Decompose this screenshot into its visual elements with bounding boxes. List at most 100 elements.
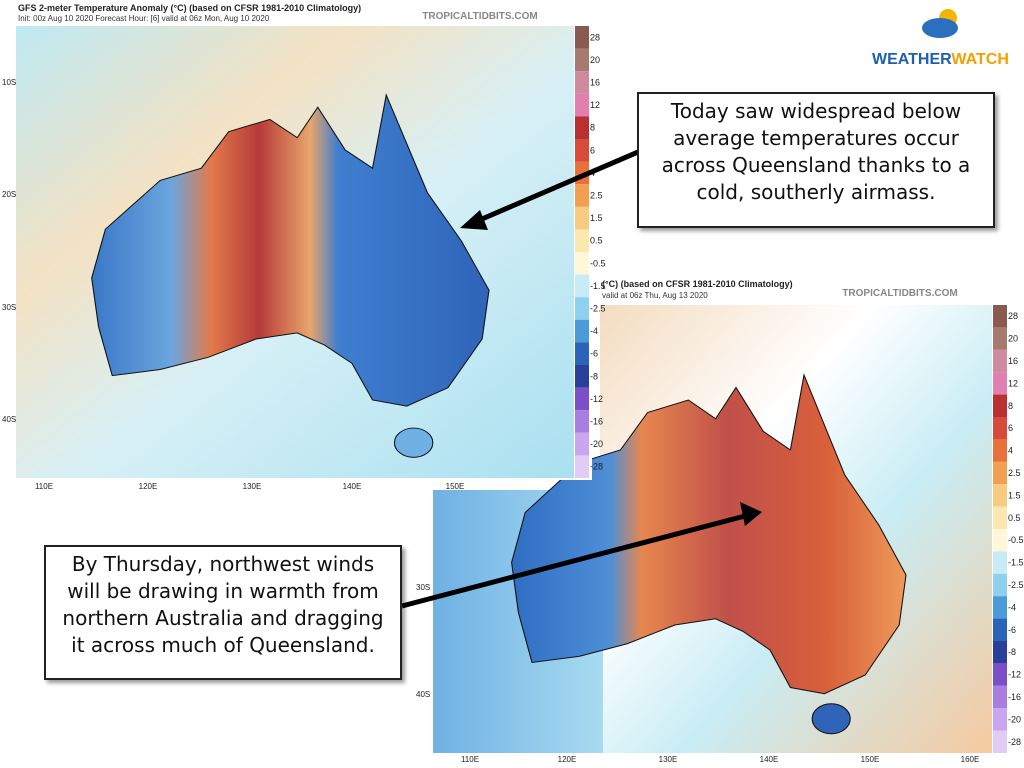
colorbar-label: 8: [590, 123, 595, 133]
colorbar-swatch: [575, 387, 589, 411]
colorbar-label: -12: [590, 394, 603, 404]
map-subtitle: valid at 06z Thu, Aug 13 2020: [602, 291, 708, 300]
colorbar-swatch: [993, 349, 1007, 373]
colorbar-label: -28: [1008, 737, 1021, 747]
colorbar-label: 16: [590, 78, 600, 88]
lon-label: 140E: [343, 482, 362, 491]
lon-label: 150E: [446, 482, 465, 491]
colorbar-swatch: [993, 305, 1007, 328]
callout-line: northern Australia and dragging: [62, 606, 384, 630]
colorbar-swatch: [575, 229, 589, 252]
colorbar-swatch: [575, 26, 589, 49]
colorbar-swatch: [575, 319, 589, 343]
colorbar-label: 28: [590, 32, 600, 42]
colorbar-swatch: [993, 641, 1007, 664]
colorbar-swatch: [575, 116, 589, 139]
colorbar-swatch: [575, 342, 589, 365]
colorbar-swatch: [575, 48, 589, 72]
colorbar-label: 20: [590, 55, 600, 65]
colorbar-swatch: [993, 417, 1007, 440]
colorbar-label: -1.5: [1008, 558, 1024, 568]
colorbar-swatch: [575, 297, 589, 320]
lon-label: 120E: [139, 482, 158, 491]
colorbar-label: -20: [590, 439, 603, 449]
map-title: (°C) (based on CFSR 1981-2010 Climatolog…: [602, 279, 793, 289]
callout-line: cold, southerly airmass.: [696, 180, 936, 204]
colorbar-swatch: [575, 252, 589, 275]
colorbar-label: -4: [1008, 602, 1016, 612]
colorbar-swatch: [993, 372, 1007, 395]
colorbar-label: -8: [1008, 647, 1016, 657]
colorbar-label: -8: [590, 371, 598, 381]
colorbar-swatch: [993, 551, 1007, 574]
colorbar-label: -0.5: [590, 258, 606, 268]
colorbar-swatch: [993, 618, 1007, 641]
lat-label: 10S: [2, 78, 16, 87]
colorbar-swatch: [993, 663, 1007, 686]
lat-label: 30S: [2, 303, 16, 312]
lon-label: 130E: [659, 755, 678, 764]
logo: WEATHERWATCH: [872, 9, 1009, 68]
colorbar-swatch: [575, 410, 589, 433]
colorbar-label: -20: [1008, 714, 1021, 724]
colorbar-swatch: [575, 455, 589, 478]
map-credit: TROPICALTIDBITS.COM: [842, 288, 957, 299]
colorbar-label: -16: [590, 417, 603, 427]
colorbar-label: -1.5: [590, 281, 606, 291]
colorbar-label: 1.5: [1008, 490, 1021, 500]
colorbar-label: -0.5: [1008, 535, 1024, 545]
colorbar-label: -2.5: [1008, 580, 1024, 590]
colorbar-swatch: [575, 432, 589, 456]
lat-label: 40S: [416, 690, 430, 699]
lon-label: 150E: [861, 755, 880, 764]
lon-label: 130E: [243, 482, 262, 491]
colorbar-swatch: [575, 365, 589, 388]
lat-label: 40S: [2, 415, 16, 424]
colorbar-swatch: [575, 93, 589, 117]
colorbar-label: 2.5: [590, 191, 603, 201]
colorbar-swatch: [993, 439, 1007, 462]
colorbar-label: 1.5: [590, 213, 603, 223]
colorbar-swatch: [993, 327, 1007, 350]
lon-label: 110E: [35, 482, 53, 491]
colorbar-label: 20: [1008, 334, 1018, 344]
colorbar-swatch: [993, 730, 1007, 753]
colorbar-swatch: [575, 71, 589, 94]
lon-label: 110E: [461, 755, 479, 764]
colorbar-swatch: [993, 506, 1007, 529]
colorbar-swatch: [993, 529, 1007, 552]
colorbar-swatch: [993, 708, 1007, 731]
map-1: GFS 2-meter Temperature Anomaly (°C) (ba…: [0, 0, 606, 491]
map-title: GFS 2-meter Temperature Anomaly (°C) (ba…: [18, 3, 361, 13]
logo-part: WATCH: [951, 51, 1008, 68]
colorbar-swatch: [993, 394, 1007, 417]
logo-text: WEATHERWATCH: [872, 51, 1009, 68]
callout-line: will be drawing in warmth from: [67, 579, 379, 603]
colorbar-label: -16: [1008, 692, 1021, 702]
colorbar-label: 8: [1008, 401, 1013, 411]
colorbar-swatch: [575, 274, 589, 298]
lat-label: 30S: [416, 583, 430, 592]
colorbar-label: 12: [1008, 378, 1018, 388]
colorbar-label: -6: [1008, 625, 1016, 635]
callout: By Thursday, northwest winds will be dra…: [44, 545, 402, 680]
colorbar-label: 4: [1008, 446, 1013, 456]
colorbar-label: 28: [1008, 311, 1018, 321]
colorbar-label: 6: [590, 145, 595, 155]
colorbar-label: -2.5: [590, 304, 606, 314]
lat-label: 20S: [2, 190, 16, 199]
colorbar-swatch: [993, 573, 1007, 597]
colorbar-label: -12: [1008, 670, 1021, 680]
colorbar-label: -4: [590, 326, 598, 336]
callout-line: By Thursday, northwest winds: [71, 552, 375, 576]
callout-line: average temperatures occur: [673, 126, 959, 150]
map-subtitle: Init: 00z Aug 10 2020 Forecast Hour: [6]…: [18, 14, 270, 23]
callout-line: Today saw widespread below: [670, 99, 962, 123]
logo-part: WEATHER: [872, 51, 952, 68]
colorbar-swatch: [575, 184, 589, 207]
colorbar-label: 0.5: [590, 236, 603, 246]
colorbar-label: 12: [590, 100, 600, 110]
callout-line: it across much of Queensland.: [71, 633, 375, 657]
colorbar-label: 2.5: [1008, 468, 1021, 478]
